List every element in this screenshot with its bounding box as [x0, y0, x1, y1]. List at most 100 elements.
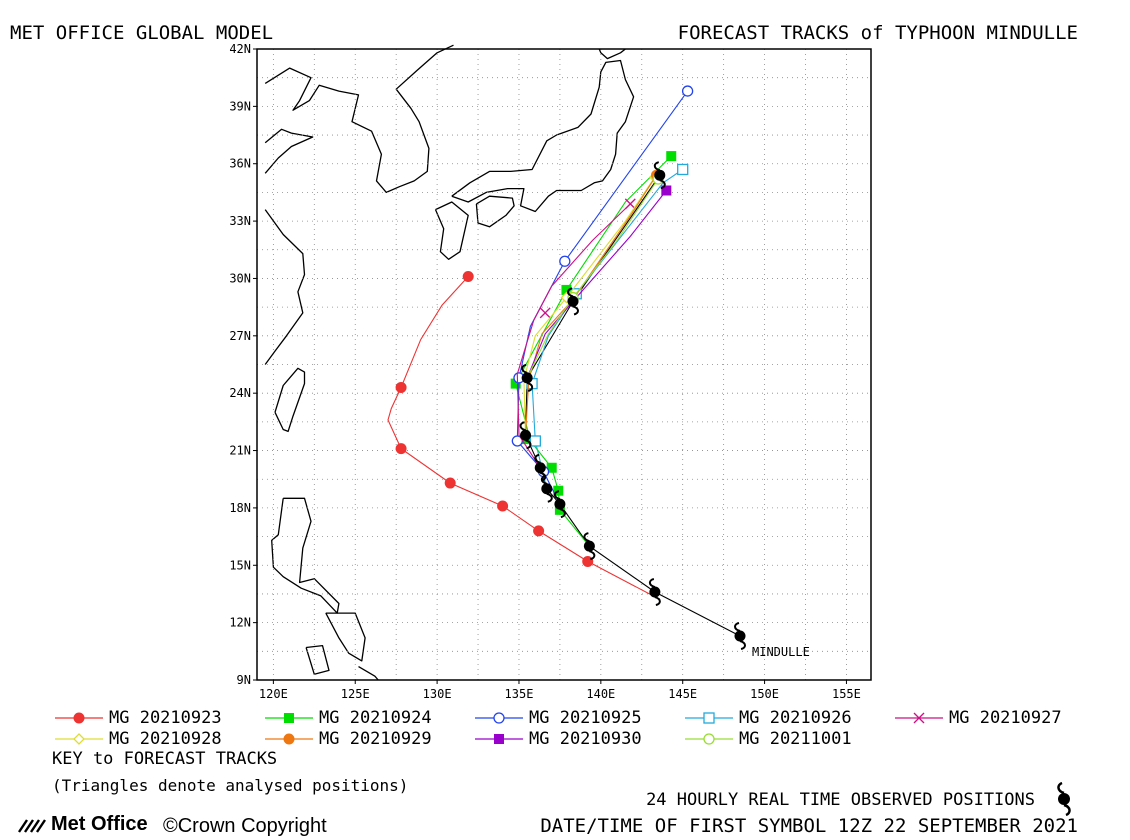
legend-swatch-marker [73, 733, 85, 745]
legend-swatch [55, 712, 103, 724]
legend-item: MG 20210924 [265, 708, 432, 728]
legend-swatch [265, 713, 313, 723]
legend-swatch-marker [703, 733, 715, 745]
plot-frame [256, 48, 872, 681]
marker-shape [493, 712, 505, 724]
marker-shape [510, 378, 521, 389]
x-tick-label: 155E [832, 687, 861, 701]
marker-shape [533, 525, 545, 537]
track-mg-20210923 [387, 271, 654, 597]
header-right-title: FORECAST TRACKS of TYPHOON MINDULLE [677, 22, 1078, 44]
track-line [524, 174, 657, 436]
typhoon-symbol-icon [1057, 782, 1071, 816]
track-mg-20210927 [516, 198, 636, 469]
y-tick-label: 39N [229, 99, 251, 113]
axis-ticks: 120E 125E 130E 135E 140E 145E 150E 155E 9N 12N 15N… [229, 42, 861, 701]
observed-typhoon-symbol [734, 622, 746, 651]
legend-label: MG 20210924 [319, 708, 432, 728]
first-symbol-datetime: DATE/TIME OF FIRST SYMBOL 12Z 22 SEPTEMB… [540, 815, 1078, 837]
storm-name-label: MINDULLE [752, 645, 810, 659]
x-tick-label: 150E [750, 687, 779, 701]
marker-shape [561, 284, 572, 295]
typhoon-core [567, 295, 579, 307]
legend-swatch-marker [913, 712, 925, 724]
x-tick-label: 140E [586, 687, 615, 701]
forecast-track-map: 120E 125E 130E 135E 140E 145E 150E 155E 9N 12N 15N… [229, 42, 872, 701]
track-point [546, 462, 557, 473]
typhoon-arm [648, 578, 656, 589]
y-tick-label: 12N [229, 616, 251, 630]
observed-typhoon-symbol [653, 161, 666, 190]
marker-shape [546, 462, 557, 473]
track-line [526, 190, 667, 379]
typhoon-arm [583, 532, 590, 543]
track-line [516, 203, 631, 469]
map-grid [257, 48, 871, 680]
coastline-8 [434, 201, 469, 260]
typhoon-core [520, 429, 532, 441]
typhoon-arm [653, 161, 661, 172]
track-point [559, 255, 571, 267]
marker-shape [462, 271, 474, 283]
typhoon-core [734, 630, 746, 642]
track-point [510, 378, 521, 389]
marker-shape [444, 477, 456, 489]
track-point [395, 381, 407, 393]
typhoon-core [583, 540, 595, 552]
track-point [533, 525, 545, 537]
observed-typhoon-symbol [567, 287, 579, 316]
marker-shape [73, 733, 85, 745]
track-point [529, 435, 541, 447]
typhoon-arm [553, 490, 561, 501]
legend-item: MG 20210927 [895, 708, 1062, 728]
legend-label: MG 20210929 [319, 729, 432, 749]
header-left-title: MET OFFICE GLOBAL MODEL [10, 22, 274, 44]
key-title: KEY to FORECAST TRACKS [52, 749, 278, 769]
track-point [582, 555, 594, 567]
legend-swatch-marker [73, 712, 85, 724]
legend-item: MG 20210925 [475, 708, 642, 728]
legend-label: MG 20210925 [529, 708, 642, 728]
marker-shape [661, 185, 672, 196]
copyright-text: ©Crown Copyright [163, 815, 327, 837]
x-tick-label: 145E [668, 687, 697, 701]
legend-swatch [685, 712, 733, 724]
legend-label: MG 20210927 [949, 708, 1062, 728]
coastline-5 [325, 612, 366, 662]
marker-shape [284, 713, 294, 723]
coastline-3 [274, 367, 306, 433]
observed-positions-note: 24 HOURLY REAL TIME OBSERVED POSITIONS [646, 790, 1035, 810]
met-office-logo: Met Office [18, 813, 148, 836]
typhoon-arm [572, 305, 579, 316]
x-tick-label: 120E [259, 687, 288, 701]
marker-shape [703, 712, 715, 724]
typhoon-arm [539, 471, 547, 482]
typhoon-arm [546, 492, 553, 503]
marker-shape [539, 307, 551, 319]
track-point [677, 163, 689, 176]
coastline-0 [264, 44, 454, 194]
coastline-7 [358, 666, 379, 681]
y-tick-label: 42N [229, 42, 251, 56]
typhoon-arm [521, 363, 528, 374]
observed-typhoon-symbol [553, 490, 566, 519]
track-point [462, 271, 474, 283]
typhoon-core [521, 372, 533, 384]
marker-shape [913, 712, 925, 724]
observed-typhoon-symbol [534, 453, 547, 482]
coastline-1 [264, 128, 314, 174]
marker-shape [395, 381, 407, 393]
legend-label: MG 20210923 [109, 708, 222, 728]
legend-swatch [265, 733, 313, 745]
typhoon-core [649, 586, 661, 598]
typhoon-core [534, 462, 546, 474]
marker-shape [666, 151, 677, 162]
track-point [539, 307, 551, 319]
observed-positions: MINDULLE [519, 161, 810, 659]
marker-shape [395, 443, 407, 455]
y-tick-label: 36N [229, 157, 251, 171]
coastline-6 [305, 644, 330, 675]
track-point [444, 477, 456, 489]
x-tick-label: 130E [423, 687, 452, 701]
typhoon-arm [559, 508, 566, 519]
